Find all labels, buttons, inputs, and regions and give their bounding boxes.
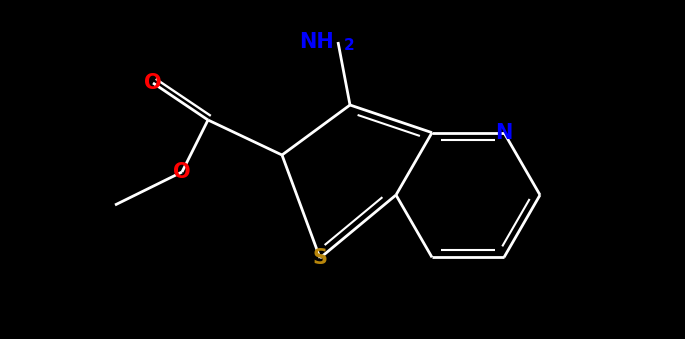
Text: O: O: [173, 162, 191, 182]
Text: O: O: [144, 73, 162, 93]
Text: NH: NH: [299, 32, 334, 52]
Text: S: S: [312, 248, 327, 268]
Text: N: N: [495, 123, 512, 143]
Text: 2: 2: [344, 39, 355, 54]
